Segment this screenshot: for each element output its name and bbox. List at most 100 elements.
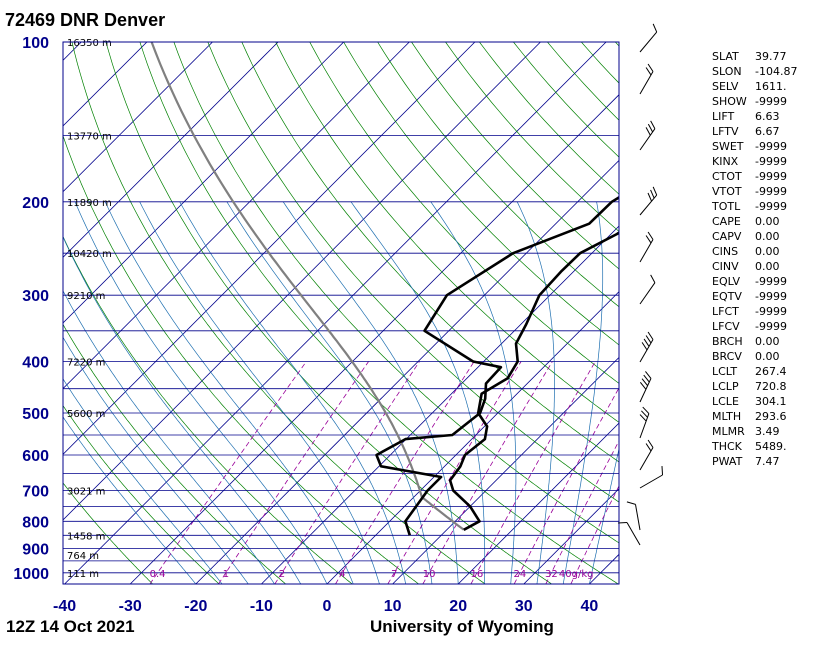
wind-barb-feather xyxy=(643,338,650,347)
index-row-lftv: LFTV 6.67 xyxy=(712,124,797,139)
index-key: LCLE xyxy=(712,395,739,408)
index-key: TOTL xyxy=(712,200,741,213)
height-label: 11890 m xyxy=(67,198,112,209)
pressure-tick-label: 200 xyxy=(22,195,49,212)
index-row-slon: SLON -104.87 xyxy=(712,64,797,79)
wind-barb-feather xyxy=(650,189,655,199)
index-value: 1611. xyxy=(755,80,787,93)
height-label: 3021 m xyxy=(67,487,105,498)
pressure-tick-label: 900 xyxy=(22,541,49,558)
index-value: 5489. xyxy=(755,440,787,453)
index-key: LIFT xyxy=(712,110,735,123)
index-key: CAPE xyxy=(712,215,741,228)
wind-barb-feather xyxy=(641,342,648,351)
pressure-tick-label: 600 xyxy=(22,448,49,465)
height-label: 10420 m xyxy=(67,249,112,260)
index-value: 304.1 xyxy=(755,395,787,408)
wind-barb-feather xyxy=(652,186,658,196)
observation-time: 12Z 14 Oct 2021 xyxy=(6,617,135,636)
chart-title: 72469 DNR Denver xyxy=(5,10,166,30)
index-key: EQLV xyxy=(712,275,741,288)
wind-barb-feather xyxy=(645,335,652,344)
mixing-ratio-label: 10 xyxy=(423,569,436,580)
pressure-axis: 100 200 300 400 500 600 700 800 900 1000 xyxy=(13,35,49,583)
index-row-kinx: KINX -9999 xyxy=(712,154,797,169)
temperature-line xyxy=(448,231,619,531)
index-value: 0.00 xyxy=(755,230,780,243)
index-key: KINX xyxy=(712,155,739,168)
index-row-lclt: LCLT 267.4 xyxy=(712,364,797,379)
index-row-show: SHOW -9999 xyxy=(712,94,797,109)
index-row-ctot: CTOT -9999 xyxy=(712,169,797,184)
wind-barb-feather xyxy=(647,439,654,448)
wind-barb xyxy=(639,439,654,471)
sounding-indices-list: SLAT 39.77 SLON -104.87 SELV 1611. SHOW -9999 LI… xyxy=(712,49,797,469)
index-value: 293.6 xyxy=(755,410,787,423)
isotherm-line xyxy=(63,42,344,324)
wind-barb xyxy=(639,466,664,489)
height-label: 9210 m xyxy=(67,291,105,302)
height-label: 764 m xyxy=(67,551,99,562)
isotherm-line xyxy=(63,42,279,258)
wind-barb-feather xyxy=(647,192,653,202)
isotherm-line xyxy=(63,42,541,521)
wind-barb-staff xyxy=(639,239,654,263)
index-key: LCLT xyxy=(712,365,738,378)
plot-frame xyxy=(62,41,620,585)
mixing-ratio-label: 2 xyxy=(279,569,285,580)
wind-barb-staff xyxy=(639,474,663,489)
wind-barb-feather xyxy=(626,501,636,505)
moist-adiabat-line xyxy=(104,201,354,584)
index-key: BRCV xyxy=(712,350,742,363)
wind-barb-staff xyxy=(639,31,658,53)
wind-barb-feather xyxy=(643,374,650,383)
index-value: -9999 xyxy=(755,275,787,288)
index-key: LCLP xyxy=(712,380,739,393)
index-value: 6.67 xyxy=(755,125,780,138)
isotherm-line xyxy=(457,422,619,584)
wind-barb-staff xyxy=(626,522,641,546)
index-row-lfct: LFCT -9999 xyxy=(712,304,797,319)
mixing-ratio-line xyxy=(274,361,420,584)
index-row-lift: LIFT 6.63 xyxy=(712,109,797,124)
height-labels-layer: 16350 m 13770 m 11890 m 10420 m 9210 m 7220 m… xyxy=(67,38,112,580)
wind-barb-feather xyxy=(650,274,656,283)
pressure-tick-label: 100 xyxy=(22,35,49,52)
wind-barb-feather xyxy=(618,521,628,524)
wind-barbs-column xyxy=(618,23,664,546)
mixing-ratio-line xyxy=(513,387,619,584)
index-value: 0.00 xyxy=(755,245,780,258)
moist-adiabat-line xyxy=(226,201,433,584)
index-row-lcle: LCLE 304.1 xyxy=(712,394,797,409)
dry-adiabat-line xyxy=(63,235,353,584)
index-value: 6.63 xyxy=(755,110,780,123)
index-key: EQTV xyxy=(712,290,742,303)
index-value: -9999 xyxy=(755,305,787,318)
height-label: 16350 m xyxy=(67,38,112,49)
dry-adiabat-line xyxy=(71,42,486,584)
mixing-ratio-labels-layer: 0.4 1 2 4 7 10 16 24 32 40g/kg xyxy=(150,569,594,580)
dry-adiabat-line xyxy=(241,42,619,463)
mixing-ratio-line xyxy=(422,361,553,584)
height-label: 5600 m xyxy=(67,409,105,420)
index-key: CINS xyxy=(712,245,739,258)
index-value: -9999 xyxy=(755,320,787,333)
isotherm-line xyxy=(63,42,213,193)
temperature-tick-label: 0 xyxy=(323,598,332,615)
dry-adiabat-line xyxy=(275,42,619,423)
wind-barb-feather xyxy=(641,410,648,418)
data-source: University of Wyoming xyxy=(370,617,554,636)
pressure-tick-label: 700 xyxy=(22,484,49,501)
index-row-thck: THCK 5489. xyxy=(712,439,797,454)
pressure-tick-label: 800 xyxy=(22,514,49,531)
dry-adiabat-line xyxy=(411,42,619,270)
index-row-selv: SELV 1611. xyxy=(712,79,797,94)
isotherm-line xyxy=(195,159,619,584)
index-key: SLAT xyxy=(712,50,739,63)
index-key: SLON xyxy=(712,65,742,78)
index-value: 7.47 xyxy=(755,455,780,468)
background-lines-layer xyxy=(63,42,619,584)
dry-adiabat-line xyxy=(343,42,619,346)
index-row-lclp: LCLP 720.8 xyxy=(712,379,797,394)
index-row-vtot: VTOT -9999 xyxy=(712,184,797,199)
